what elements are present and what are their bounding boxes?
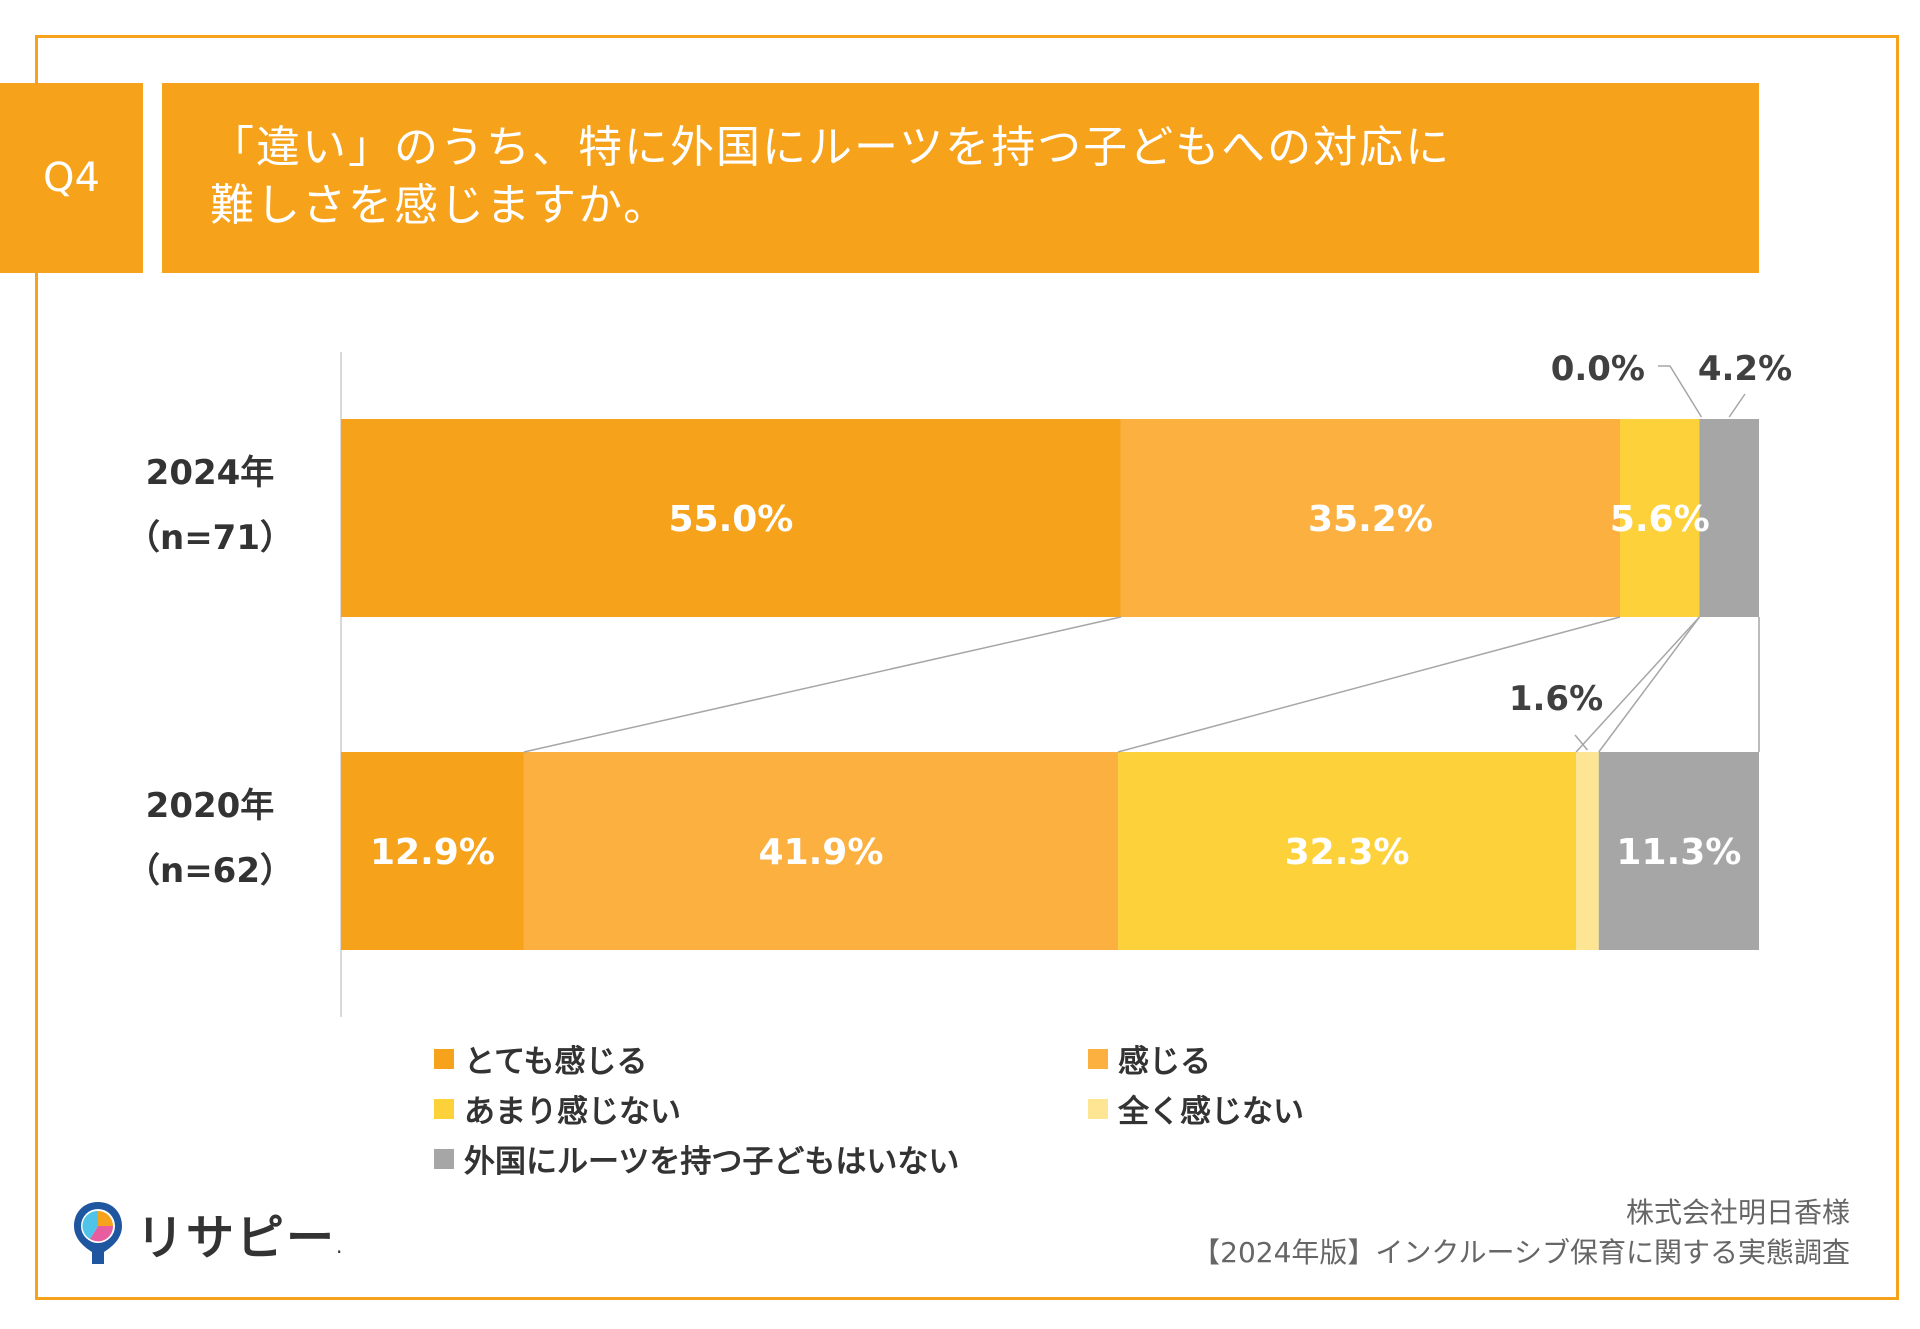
callout-leader-line [1658,365,1703,418]
category-label-year: 2024年 [146,453,275,493]
connector-line [523,616,1122,753]
bar-segment-1-0 [341,752,524,950]
question-label: Q4 [0,83,143,273]
bar-segment-0-0 [341,419,1121,617]
bar-segment-1-3 [1576,752,1599,950]
data-label: 12.9% [370,832,495,873]
data-label: 41.9% [759,832,884,873]
bar-segment-0-1 [1120,419,1621,617]
bar-segment-0-4 [1699,419,1759,617]
legend-item: とても感じる [434,1036,648,1081]
connector-line [1117,616,1621,753]
data-label-callout: 1.6% [1509,679,1603,719]
chart-frame [35,35,1899,1300]
data-label: 35.2% [1308,499,1433,540]
bar-segment-1-2 [1118,752,1577,950]
data-label-callout: 4.2% [1698,349,1792,389]
data-label: 5.6% [1610,499,1710,540]
callout-leader-line [1728,393,1746,418]
legend-label: 感じる [1118,1044,1211,1080]
bar-segment-1-1 [523,752,1119,950]
legend-label: とても感じる [464,1044,648,1080]
category-label-n: （n=62） [126,851,294,891]
legend-label: 外国にルーツを持つ子どもはいない [464,1144,960,1180]
legend-swatch [1088,1098,1108,1119]
data-label-callout: 0.0% [1551,349,1645,389]
legend-swatch [434,1098,454,1119]
legend-item: あまり感じない [434,1086,681,1131]
chart-title-line1: 「違い」のうち、特に外国にルーツを持つ子どもへの対応に [210,122,1452,173]
legend-item: 感じる [1088,1036,1211,1081]
category-label-year: 2020年 [146,786,275,826]
footer: 株式会社明日香様 【2024年版】インクルーシブ保育に関する実態調査 [1192,1193,1850,1273]
legend-item: 全く感じない [1088,1086,1304,1131]
bar-segment-1-4 [1598,752,1759,950]
data-label: 32.3% [1285,832,1410,873]
chart-title-line2: 難しさを感じますか。 [210,180,670,231]
footer-company: 株式会社明日香様 [1625,1196,1850,1229]
data-label: 55.0% [668,499,793,540]
logo-pin-icon [74,1202,122,1264]
legend-label: 全く感じない [1118,1094,1304,1130]
legend-swatch [1088,1048,1108,1069]
data-label: 11.3% [1616,832,1741,873]
legend-item: 外国にルーツを持つ子どもはいない [434,1136,959,1181]
legend-swatch [434,1148,454,1169]
callout-leader-line [1574,734,1588,751]
category-label-n: （n=71） [126,518,294,558]
footer-survey: 【2024年版】インクルーシブ保育に関する実態調査 [1192,1236,1850,1269]
logo-dot: . [336,1234,343,1258]
logo-text: リサピー [136,1210,337,1266]
legend-swatch [434,1048,454,1069]
bar-segment-0-2 [1620,419,1700,617]
legend-label: あまり感じない [464,1094,681,1130]
logo: リサピー . [70,1198,342,1268]
connector-line [1575,616,1700,753]
chart-title: 「違い」のうち、特に外国にルーツを持つ子どもへの対応に 難しさを感じますか。 [162,83,1759,273]
connector-line [1598,616,1701,753]
